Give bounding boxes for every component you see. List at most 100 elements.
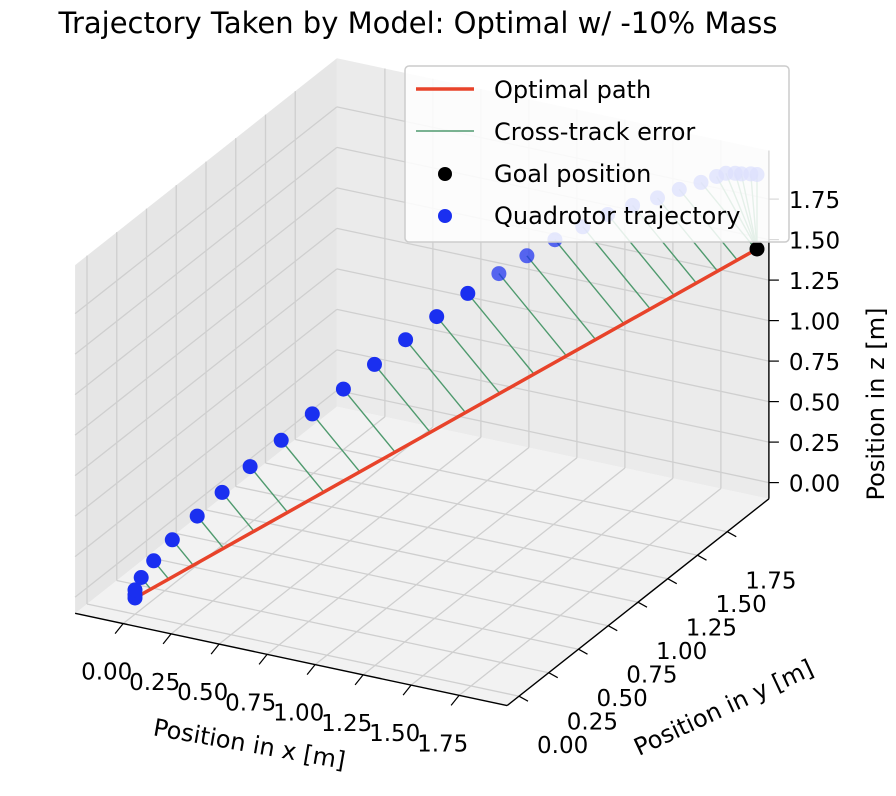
trajectory-point	[146, 553, 162, 569]
x-tick-label-4: 1.00	[273, 701, 324, 727]
x-tick-label-6: 1.50	[369, 721, 420, 747]
trajectory-point	[491, 266, 507, 282]
y-tick-mark-5	[667, 578, 678, 585]
grid-x-floor-7	[458, 488, 722, 696]
grid-y-floor-1	[116, 579, 549, 674]
trajectory-point	[304, 406, 320, 422]
trajectory-point	[127, 582, 143, 598]
tick-labels: 0.000.250.500.751.001.251.501.75 0.000.25…	[81, 188, 840, 759]
cross-track-error-line	[221, 491, 255, 532]
grid-z-back-1	[336, 349, 770, 443]
y-tick-mark-3	[607, 625, 618, 632]
y-tick-label-1: 0.25	[567, 710, 618, 736]
x-axis-line	[74, 612, 508, 707]
grid-y-floor-4	[205, 509, 639, 603]
x-tick-label-1: 0.25	[129, 670, 180, 696]
legend-quad-marker-icon	[438, 209, 452, 223]
legend-goal-marker-icon	[438, 167, 452, 181]
cross-track-error-line	[436, 316, 501, 394]
x-tick-mark-3	[258, 653, 268, 665]
grid-z-left-6	[74, 146, 338, 355]
y-tick-label-3: 0.75	[626, 663, 677, 689]
y-tick-mark-4	[637, 601, 648, 608]
chart-title: Trajectory Taken by Model: Optimal w/ -1…	[58, 6, 778, 40]
grid-y-floor-2	[146, 556, 579, 650]
y-tick-label-0: 0.00	[537, 733, 588, 759]
x-tick-mark-4	[306, 664, 316, 675]
legend: Optimal path Cross-track error Goal posi…	[404, 65, 790, 243]
legend-error-label: Cross-track error	[494, 118, 695, 146]
z-tick-label-7: 1.75	[789, 188, 840, 214]
y-tick-label-4: 1.00	[656, 639, 707, 665]
x-tick-label-7: 1.75	[417, 731, 468, 757]
y-tick-mark-0	[518, 695, 529, 702]
grid-y-floor-3	[176, 532, 609, 627]
x-tick-mark-2	[210, 643, 220, 655]
trajectory-point	[367, 356, 382, 372]
trajectory-point	[273, 432, 289, 448]
trajectory-point	[429, 309, 445, 325]
legend-goal-label: Goal position	[494, 160, 651, 188]
x-tick-label-3: 0.75	[225, 690, 276, 716]
grid-z-back-2	[336, 308, 770, 403]
grid-y-floor-0	[86, 603, 520, 697]
trajectory-point	[242, 459, 258, 475]
z-tick-label-1: 0.25	[789, 431, 840, 457]
y-tick-mark-1	[548, 672, 559, 679]
z-tick-label-3: 0.75	[789, 350, 840, 376]
z-tick-label-4: 1.00	[789, 310, 840, 336]
trajectory-point	[214, 484, 230, 500]
x-tick-mark-1	[162, 633, 172, 645]
y-axis-line	[506, 498, 770, 707]
grid-x-floor-6	[410, 477, 674, 686]
grid-z-back-3	[336, 268, 770, 362]
z-tick-label-2: 0.50	[789, 391, 840, 417]
x-tick-label-0: 0.00	[81, 660, 132, 686]
trajectory-point	[398, 332, 414, 348]
grid-z-back-4	[336, 227, 770, 322]
z-tick-label-6: 1.50	[789, 229, 840, 255]
cross-track-error-line	[342, 388, 396, 453]
y-tick-label-6: 1.50	[716, 592, 767, 618]
grid-z-left-4	[74, 227, 338, 436]
cross-track-error-line	[467, 292, 535, 375]
goal-position-point	[749, 241, 765, 257]
x-tick-mark-0	[114, 623, 124, 634]
z-tick-label-0: 0.00	[789, 472, 840, 498]
z-tick-label-5: 1.25	[789, 269, 840, 295]
cross-track-error-line	[554, 239, 625, 325]
trajectory-point	[519, 248, 535, 264]
cross-track-error-line	[373, 363, 431, 433]
cross-track-error-line	[249, 466, 289, 513]
x-tick-mark-6	[402, 684, 412, 696]
z-axis-label: Position in z [m]	[862, 308, 890, 501]
y-tick-label-7: 1.75	[745, 569, 796, 595]
grid-y-floor-7	[295, 438, 728, 533]
y-tick-label-2: 0.50	[597, 686, 648, 712]
cross-track-error-line	[280, 439, 325, 493]
trajectory-point	[189, 508, 205, 524]
y-tick-mark-2	[578, 648, 588, 655]
cross-track-error-line	[498, 273, 567, 357]
x-tick-label-2: 0.50	[177, 680, 228, 706]
grid-z-left-7	[74, 106, 338, 315]
y-tick-label-5: 1.25	[686, 616, 737, 642]
y-tick-mark-6	[697, 554, 707, 561]
y-tick-mark-7	[726, 531, 737, 538]
optimal-path-line	[134, 247, 758, 600]
x-tick-mark-5	[354, 674, 364, 686]
trajectory-point	[335, 381, 351, 397]
trajectory-point	[460, 285, 476, 301]
trajectory-point	[133, 570, 149, 585]
x-tick-label-5: 1.25	[321, 711, 372, 737]
legend-optimal-label: Optimal path	[494, 76, 651, 104]
legend-quad-label: Quadrotor trajectory	[494, 202, 740, 230]
cross-track-error-line	[311, 413, 361, 473]
cross-track-error-line	[526, 255, 597, 341]
grid-z-left-5	[74, 187, 338, 396]
legend-box	[404, 65, 790, 243]
grid-x-floor-5	[362, 467, 626, 676]
cross-track-error-line	[405, 339, 466, 414]
x-tick-mark-7	[450, 694, 460, 706]
